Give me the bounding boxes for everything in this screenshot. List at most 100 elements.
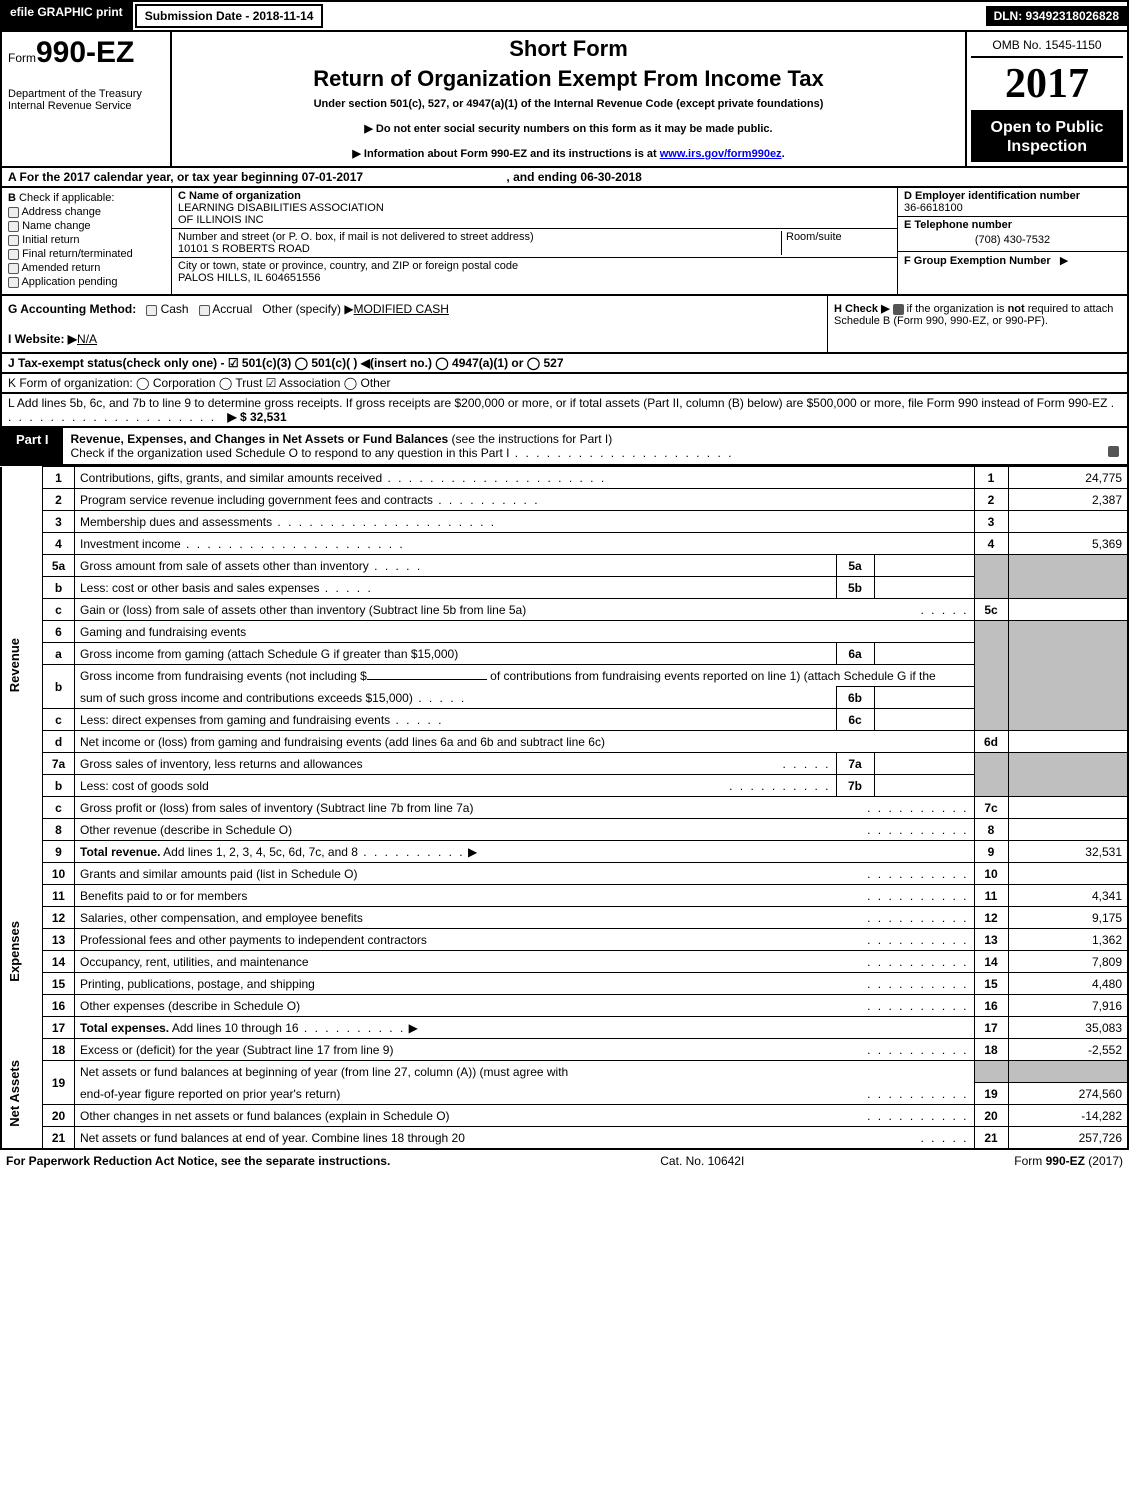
l-text: L Add lines 5b, 6c, and 7b to line 9 to …: [8, 396, 1107, 410]
org-name-cell: C Name of organization LEARNING DISABILI…: [172, 188, 897, 229]
topbar-left: efile GRAPHIC print Submission Date - 20…: [2, 2, 325, 30]
topbar: efile GRAPHIC print Submission Date - 20…: [0, 0, 1129, 32]
desc-15: Printing, publications, postage, and shi…: [80, 977, 315, 991]
mini-6c: 6c: [836, 709, 874, 731]
ln-7c: c: [43, 797, 75, 819]
cb-final-return[interactable]: Final return/terminated: [8, 248, 165, 260]
grey-7: [974, 753, 1008, 797]
ln-7b: b: [43, 775, 75, 797]
cb-schedule-b[interactable]: [893, 304, 904, 315]
ln-5c: c: [43, 599, 75, 621]
section-b-c-d: B Check if applicable: Address change Na…: [0, 188, 1129, 296]
ln-2: 2: [43, 489, 75, 511]
g-label: G Accounting Method:: [8, 302, 136, 316]
ln-6b: b: [43, 665, 75, 709]
miniv-7a: [874, 753, 974, 775]
row-k: K Form of organization: ◯ Corporation ◯ …: [0, 374, 1129, 394]
val-16: 7,916: [1008, 995, 1128, 1017]
cb-amended-return[interactable]: Amended return: [8, 262, 165, 274]
cb-cash[interactable]: [146, 305, 157, 316]
desc-6b-1: Gross income from fundraising events (no…: [75, 665, 975, 687]
ln-4: 4: [43, 533, 75, 555]
val-11: 4,341: [1008, 885, 1128, 907]
cb-accrual[interactable]: [199, 305, 210, 316]
val-19: 274,560: [1008, 1083, 1128, 1105]
h-label: H Check ▶: [834, 303, 890, 315]
rn-7c: 7c: [974, 797, 1008, 819]
ln-3: 3: [43, 511, 75, 533]
ssn-warning: ▶ Do not enter social security numbers o…: [180, 122, 957, 135]
part-1-header: Part I Revenue, Expenses, and Changes in…: [0, 428, 1129, 466]
rn-2: 2: [974, 489, 1008, 511]
cb-initial-return[interactable]: Initial return: [8, 234, 165, 246]
mini-5a: 5a: [836, 555, 874, 577]
ln-18: 18: [43, 1039, 75, 1061]
phone-value: (708) 430-7532: [904, 231, 1121, 249]
addr-cell: Number and street (or P. O. box, if mail…: [172, 229, 897, 258]
dept-irs: Internal Revenue Service: [8, 100, 164, 112]
desc-14: Occupancy, rent, utilities, and maintena…: [80, 955, 309, 969]
ln-12: 12: [43, 907, 75, 929]
val-8: [1008, 819, 1128, 841]
rn-8: 8: [974, 819, 1008, 841]
desc-6b-2: sum of such gross income and contributio…: [80, 691, 413, 705]
miniv-6a: [874, 643, 974, 665]
greyv-5: [1008, 555, 1128, 599]
b-check-label: Check if applicable:: [19, 192, 114, 204]
website-row: I Website: ▶N/A: [8, 332, 821, 346]
rn-11: 11: [974, 885, 1008, 907]
cb-name-change[interactable]: Name change: [8, 220, 165, 232]
mini-7a: 7a: [836, 753, 874, 775]
rn-20: 20: [974, 1105, 1008, 1127]
f-arrow: ▶: [1060, 255, 1068, 267]
mini-5b: 5b: [836, 577, 874, 599]
desc-5b: Less: cost or other basis and sales expe…: [80, 581, 319, 595]
rn-12: 12: [974, 907, 1008, 929]
footer-catno: Cat. No. 10642I: [660, 1154, 744, 1168]
ln-6: 6: [43, 621, 75, 643]
accrual-label: Accrual: [212, 302, 252, 316]
submission-date: Submission Date - 2018-11-14: [135, 4, 324, 28]
ln-5b: b: [43, 577, 75, 599]
part-1-sub: (see the instructions for Part I): [452, 432, 613, 446]
val-7c: [1008, 797, 1128, 819]
rn-9: 9: [974, 841, 1008, 863]
miniv-6b: [874, 687, 974, 709]
cb-address-change[interactable]: Address change: [8, 206, 165, 218]
f-label: F Group Exemption Number: [904, 255, 1051, 267]
rn-18: 18: [974, 1039, 1008, 1061]
e-label: E Telephone number: [904, 219, 1012, 231]
page-footer: For Paperwork Reduction Act Notice, see …: [0, 1150, 1129, 1172]
org-name-1: LEARNING DISABILITIES ASSOCIATION: [178, 202, 384, 214]
desc-6c: Less: direct expenses from gaming and fu…: [80, 713, 390, 727]
row-g-h-i: G Accounting Method: Cash Accrual Other …: [0, 296, 1129, 354]
greyv-19: [1008, 1061, 1128, 1083]
instructions-link[interactable]: www.irs.gov/form990ez: [660, 148, 782, 160]
desc-3: Membership dues and assessments: [80, 515, 272, 529]
ln-19: 19: [43, 1061, 75, 1105]
ln-16: 16: [43, 995, 75, 1017]
desc-6d: Net income or (loss) from gaming and fun…: [75, 731, 975, 753]
val-14: 7,809: [1008, 951, 1128, 973]
cb-application-pending[interactable]: Application pending: [8, 276, 165, 288]
dept-treasury: Department of the Treasury: [8, 88, 164, 100]
instr-pre: ▶ Information about Form 990-EZ and its …: [352, 148, 659, 160]
desc-6: Gaming and fundraising events: [75, 621, 975, 643]
val-4: 5,369: [1008, 533, 1128, 555]
desc-11: Benefits paid to or for members: [80, 889, 247, 903]
ln-10: 10: [43, 863, 75, 885]
section-a: A For the 2017 calendar year, or tax yea…: [0, 168, 1129, 188]
cb-schedule-o[interactable]: [1108, 446, 1119, 457]
form-prefix: Form: [8, 51, 36, 65]
ln-7a: 7a: [43, 753, 75, 775]
form-header: Form990-EZ Department of the Treasury In…: [0, 32, 1129, 168]
sec-a-label: A For the 2017 calendar year, or tax yea…: [8, 170, 363, 184]
greyv-6: [1008, 621, 1128, 731]
desc-6a: Gross income from gaming (attach Schedul…: [75, 643, 837, 665]
part-1-tag: Part I: [2, 428, 63, 464]
efile-print-button[interactable]: efile GRAPHIC print: [2, 2, 133, 30]
org-name-2: OF ILLINOIS INC: [178, 214, 264, 226]
box-b: B Check if applicable: Address change Na…: [2, 188, 172, 294]
box-def: D Employer identification number 36-6618…: [897, 188, 1127, 294]
city-value: PALOS HILLS, IL 604651556: [178, 272, 321, 284]
